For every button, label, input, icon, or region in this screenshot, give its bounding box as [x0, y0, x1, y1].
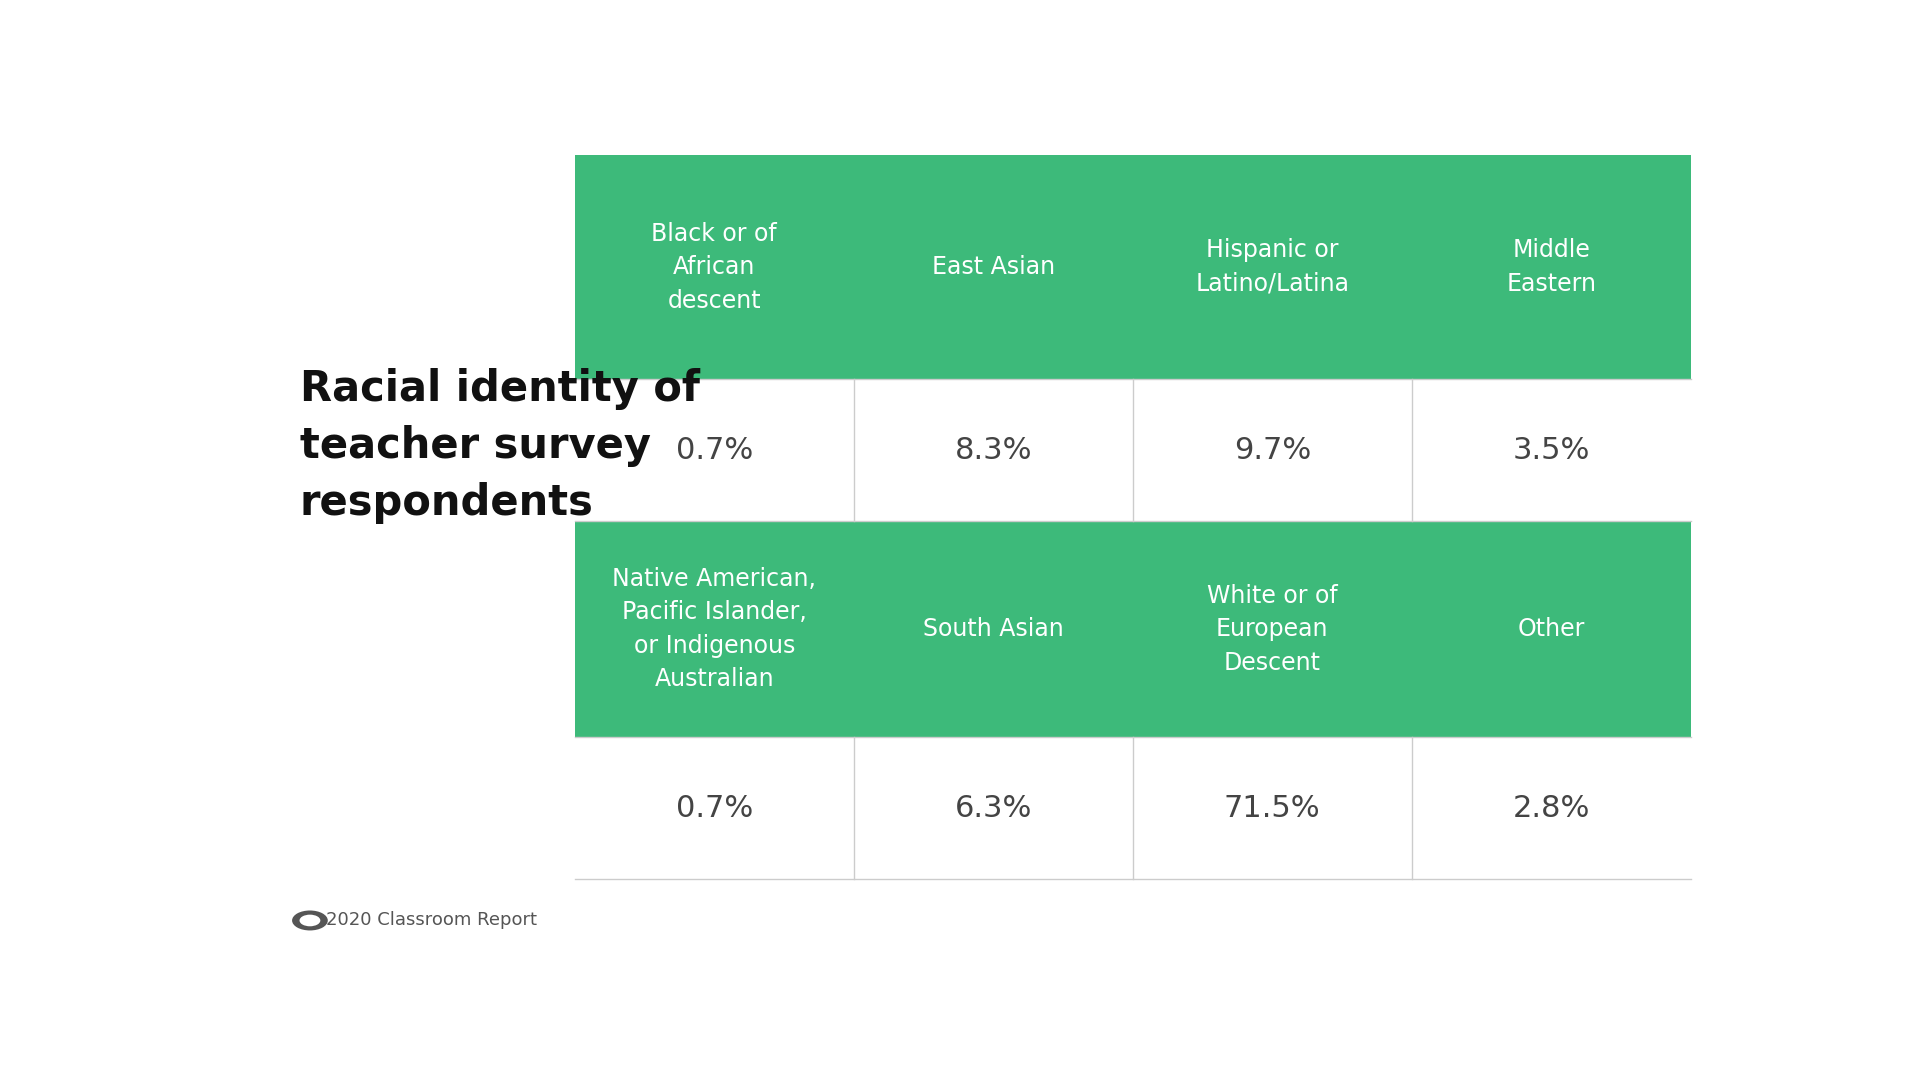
Circle shape [292, 910, 328, 931]
Bar [574, 737, 1692, 879]
Text: East Asian: East Asian [931, 255, 1054, 279]
Text: 9.7%: 9.7% [1235, 436, 1311, 465]
Bar [574, 521, 1692, 737]
Text: 6.3%: 6.3% [954, 793, 1031, 823]
Text: 0.7%: 0.7% [676, 436, 753, 465]
Text: 8.3%: 8.3% [954, 436, 1033, 465]
Text: 3.5%: 3.5% [1513, 436, 1590, 465]
Text: White or of
European
Descent: White or of European Descent [1208, 584, 1338, 675]
Text: 2.8%: 2.8% [1513, 793, 1590, 823]
Text: Other: Other [1517, 617, 1586, 641]
Text: 0.7%: 0.7% [676, 793, 753, 823]
Circle shape [300, 915, 321, 926]
Text: 71.5%: 71.5% [1223, 793, 1321, 823]
Text: South Asian: South Asian [924, 617, 1064, 641]
Text: Racial identity of
teacher survey
respondents: Racial identity of teacher survey respon… [300, 369, 699, 524]
Text: Middle
Eastern: Middle Eastern [1507, 238, 1596, 296]
Bar [574, 155, 1692, 379]
Text: 2020 Classroom Report: 2020 Classroom Report [326, 911, 538, 930]
Text: Black or of
African
descent: Black or of African descent [651, 222, 778, 312]
Bar [574, 379, 1692, 521]
Text: Hispanic or
Latino/Latina: Hispanic or Latino/Latina [1196, 238, 1350, 296]
Text: Native American,
Pacific Islander,
or Indigenous
Australian: Native American, Pacific Islander, or In… [612, 566, 816, 692]
